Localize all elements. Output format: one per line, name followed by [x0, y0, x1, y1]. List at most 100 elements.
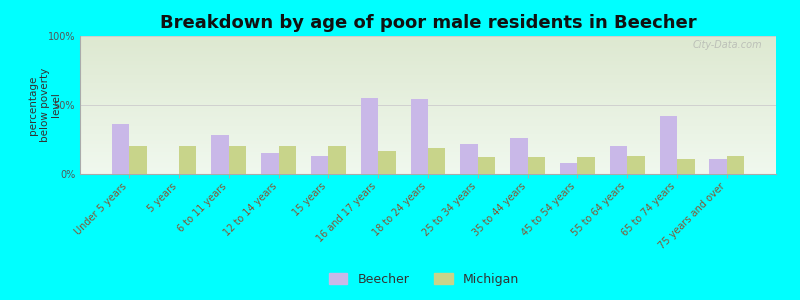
Bar [80, 73, 776, 75]
Bar [80, 48, 776, 50]
Bar [80, 166, 776, 167]
Bar [80, 113, 776, 115]
Bar [80, 146, 776, 148]
Bar [528, 158, 545, 174]
Bar [80, 90, 776, 91]
Bar [80, 54, 776, 55]
Text: City-Data.com: City-Data.com [693, 40, 762, 50]
Bar [80, 156, 776, 158]
Bar [80, 149, 776, 151]
Bar [80, 40, 776, 41]
Bar [80, 140, 776, 141]
Bar [80, 124, 776, 126]
Bar [80, 98, 776, 100]
Bar [80, 110, 776, 112]
Bar [80, 109, 776, 110]
Bar [80, 59, 776, 61]
Bar [80, 97, 776, 98]
Bar [80, 164, 776, 166]
Bar [129, 146, 146, 174]
Bar [80, 95, 776, 97]
Bar [80, 50, 776, 51]
Bar [410, 100, 428, 174]
Bar [80, 72, 776, 73]
Bar [80, 93, 776, 94]
Bar [80, 105, 776, 106]
Bar [80, 131, 776, 133]
Bar [80, 70, 776, 72]
Bar [80, 112, 776, 113]
Bar [80, 75, 776, 76]
Bar [677, 159, 694, 174]
Bar [80, 160, 776, 162]
Bar [80, 101, 776, 102]
Bar [311, 156, 328, 174]
Bar [328, 146, 346, 174]
Y-axis label: percentage
below poverty
level: percentage below poverty level [28, 68, 62, 142]
Bar [80, 84, 776, 86]
Bar [578, 158, 595, 174]
Bar [80, 151, 776, 152]
Bar [80, 88, 776, 90]
Bar [80, 169, 776, 170]
Bar [80, 162, 776, 163]
Bar [560, 163, 578, 174]
Bar [80, 142, 776, 144]
Bar [80, 91, 776, 93]
Bar [80, 163, 776, 164]
Bar [627, 156, 645, 174]
Bar [80, 153, 776, 155]
Bar [80, 144, 776, 145]
Bar [80, 123, 776, 124]
Bar [610, 146, 627, 174]
Bar [80, 43, 776, 44]
Bar [80, 117, 776, 119]
Legend: Beecher, Michigan: Beecher, Michigan [324, 268, 524, 291]
Bar [80, 64, 776, 65]
Bar [179, 146, 196, 174]
Bar [80, 167, 776, 169]
Bar [80, 57, 776, 58]
Bar [278, 146, 296, 174]
Bar [80, 133, 776, 134]
Bar [80, 159, 776, 160]
Bar [80, 62, 776, 64]
Bar [80, 172, 776, 174]
Bar [80, 119, 776, 120]
Bar [80, 122, 776, 123]
Bar [478, 158, 495, 174]
Bar [80, 55, 776, 57]
Bar [361, 98, 378, 174]
Bar [727, 156, 744, 174]
Bar [80, 69, 776, 70]
Bar [80, 83, 776, 84]
Bar [80, 106, 776, 108]
Bar [112, 124, 129, 174]
Bar [80, 39, 776, 40]
Bar [80, 138, 776, 140]
Bar [660, 116, 677, 174]
Bar [80, 46, 776, 47]
Bar [80, 86, 776, 87]
Bar [428, 148, 446, 174]
Bar [80, 80, 776, 82]
Bar [80, 126, 776, 127]
Bar [80, 61, 776, 62]
Bar [80, 137, 776, 138]
Bar [80, 115, 776, 116]
Bar [460, 144, 478, 174]
Bar [80, 47, 776, 48]
Bar [80, 135, 776, 137]
Bar [80, 41, 776, 43]
Bar [80, 158, 776, 159]
Bar [80, 108, 776, 109]
Bar [229, 146, 246, 174]
Bar [80, 155, 776, 156]
Bar [261, 153, 278, 174]
Bar [80, 128, 776, 130]
Bar [80, 52, 776, 54]
Bar [80, 100, 776, 101]
Bar [80, 134, 776, 135]
Bar [80, 148, 776, 149]
Bar [80, 171, 776, 172]
